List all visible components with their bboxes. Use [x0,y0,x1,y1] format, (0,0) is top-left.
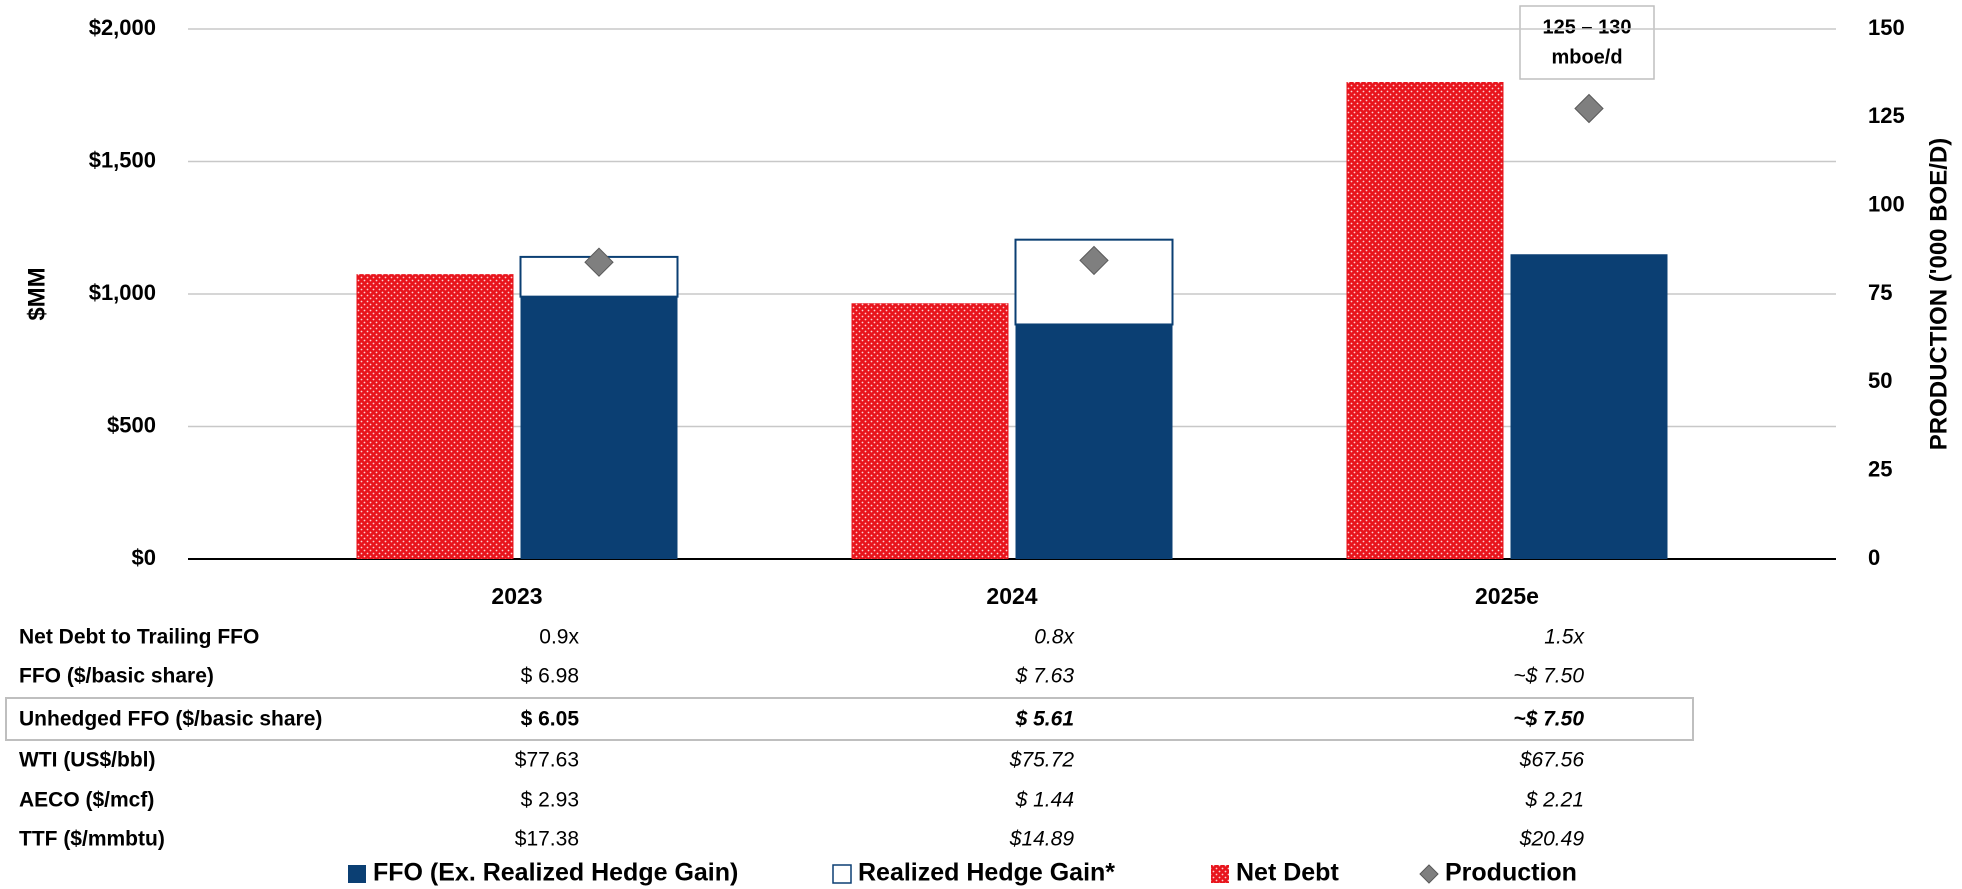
legend-label: FFO (Ex. Realized Hedge Gain) [373,859,738,887]
y2-tick-label: 75 [1868,280,1892,305]
x-tick-label: 2025e [1475,583,1539,609]
cell: $75.72 [1009,749,1075,772]
legend-label: Production [1445,859,1577,887]
cell: $ 7.63 [1015,665,1075,688]
y2-tick-label: 0 [1868,545,1880,570]
cell: $ 6.05 [521,708,580,731]
row-label: Unhedged FFO ($/basic share) [19,708,322,731]
y-tick-label: $1,500 [89,147,156,172]
bar [1346,82,1504,559]
cell: $ 2.21 [1525,789,1584,812]
y-tick-label: $1,000 [89,280,156,305]
marker [1574,93,1604,124]
x-tick-label: 2024 [986,583,1037,609]
cell: ~$ 7.50 [1513,665,1584,688]
cell: $14.89 [1009,828,1075,851]
bar [851,303,1009,559]
bar [520,296,678,559]
cell: ~$ 7.50 [1513,708,1584,731]
cell: $77.63 [515,749,579,772]
bar [356,274,514,559]
cell: 0.8x [1034,626,1075,649]
cell: $ 5.61 [1015,708,1074,731]
legend-label: Realized Hedge Gain* [858,859,1115,887]
y2-tick-label: 25 [1868,456,1892,481]
y-tick-label: $0 [132,545,156,570]
y-tick-label: $500 [107,412,156,437]
cell: 0.9x [539,626,579,649]
legend-swatch [1419,864,1439,884]
y-tick-label: $2,000 [89,15,156,40]
legend-swatch [1211,865,1229,883]
cell: $17.38 [515,828,579,851]
bar [1510,254,1668,559]
cell: $ 6.98 [521,665,579,688]
cell: $67.56 [1519,749,1585,772]
cell: $ 1.44 [1015,789,1074,812]
x-tick-label: 2023 [491,583,542,609]
annotation: 125 – 130 [1543,16,1632,38]
marker [1079,245,1109,276]
y2-tick-label: 100 [1868,191,1905,216]
y-axis-title: $MM [23,267,50,320]
cell: $ 2.93 [521,789,579,812]
row-label: WTI (US$/bbl) [19,749,155,772]
y2-tick-label: 125 [1868,103,1905,128]
row-label: AECO ($/mcf) [19,789,154,812]
y2-tick-label: 150 [1868,15,1905,40]
annotation-box [1519,5,1655,80]
legend-label: Net Debt [1236,859,1339,887]
legend-swatch [348,865,366,883]
cell: 1.5x [1544,626,1585,649]
row-label: TTF ($/mmbtu) [19,828,165,851]
legend-swatch [832,864,852,884]
y2-axis-title: PRODUCTION ('000 BOE/D) [1925,138,1952,450]
row-label: FFO ($/basic share) [19,665,214,688]
y2-tick-label: 50 [1868,368,1892,393]
row-label: Net Debt to Trailing FFO [19,626,259,649]
cell: $20.49 [1519,828,1585,851]
marker [584,247,614,277]
highlight-box [5,697,1694,741]
annotation: mboe/d [1551,46,1622,68]
bar [1015,324,1173,559]
